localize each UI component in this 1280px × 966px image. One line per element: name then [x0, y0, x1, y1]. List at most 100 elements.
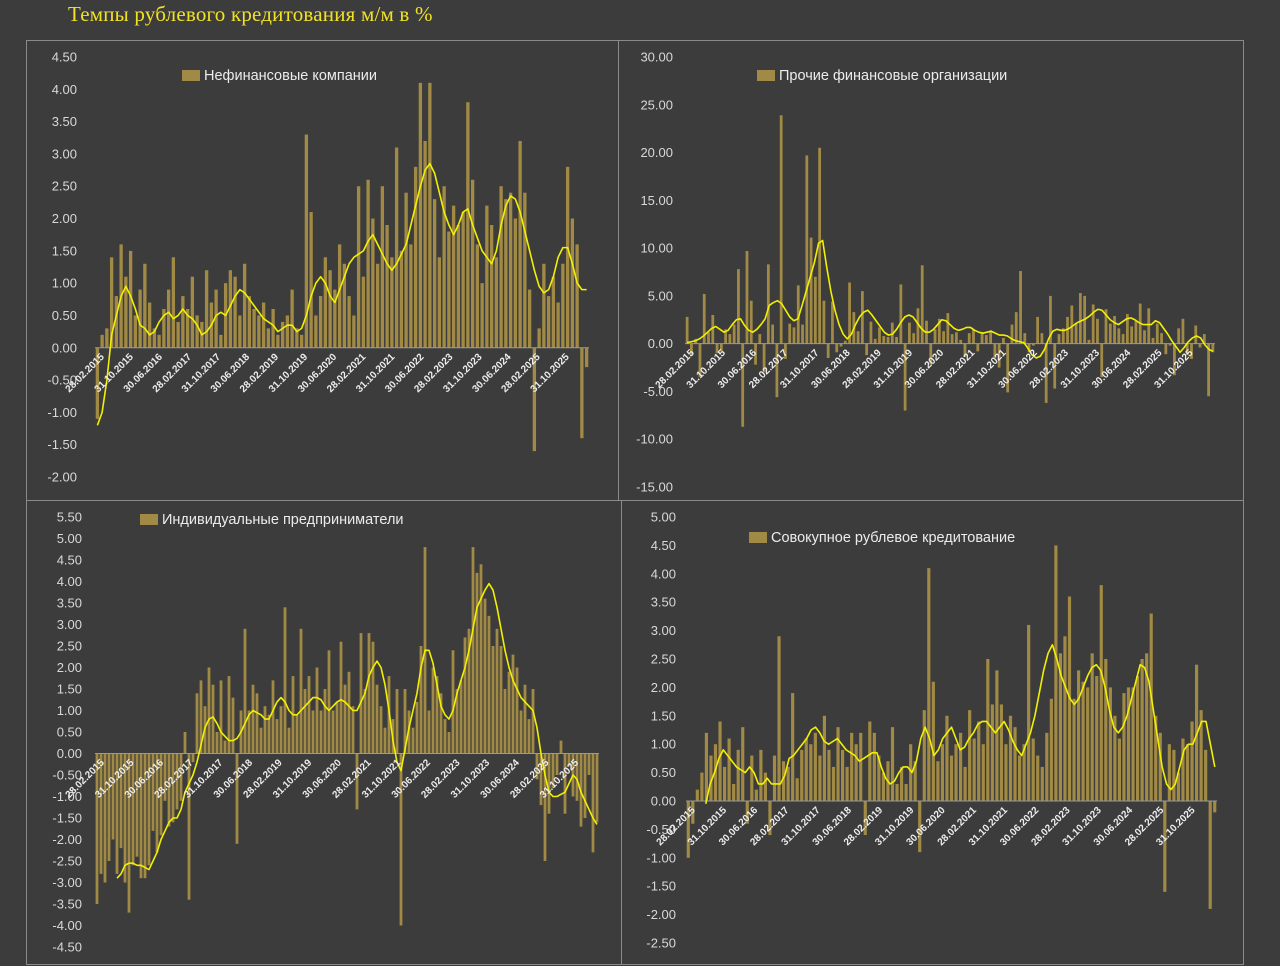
y-tick-label: 2.50: [52, 179, 77, 194]
bar: [877, 755, 881, 801]
legend-swatch: [757, 70, 775, 81]
y-tick-label: 3.50: [52, 114, 77, 129]
bar: [303, 689, 307, 754]
y-tick-label: 4.50: [651, 538, 676, 553]
bar: [895, 336, 898, 344]
bar: [347, 671, 351, 754]
bar: [1099, 585, 1103, 801]
bar: [451, 205, 456, 348]
bar: [185, 309, 190, 348]
bar: [850, 732, 854, 801]
bar: [786, 766, 790, 801]
legend-label: Индивидуальные предприниматели: [162, 512, 404, 528]
bar: [1154, 715, 1158, 801]
y-tick-label: 0.50: [52, 308, 77, 323]
y-tick-label: -5.00: [643, 384, 673, 399]
bar: [105, 328, 109, 348]
bar: [432, 199, 437, 348]
bar: [1202, 334, 1206, 344]
bar: [418, 82, 423, 348]
bar: [451, 650, 455, 754]
bar: [724, 329, 727, 344]
bar: [314, 315, 318, 348]
bar: [1140, 659, 1144, 801]
bar: [722, 766, 727, 801]
bar: [238, 315, 242, 348]
bar: [1149, 613, 1153, 801]
bar: [903, 343, 907, 411]
bar: [1108, 323, 1112, 344]
bar: [1172, 749, 1176, 801]
bar: [327, 650, 331, 754]
bar: [461, 212, 465, 348]
bar: [1072, 698, 1076, 801]
bar: [1023, 333, 1027, 344]
bar: [922, 710, 926, 801]
legend-swatch: [140, 514, 158, 525]
bar: [159, 753, 163, 836]
bar: [685, 316, 689, 344]
legend-label: Нефинансовые компании: [204, 68, 377, 84]
bar: [115, 753, 119, 874]
y-tick-label: 4.00: [52, 82, 77, 97]
bar: [763, 772, 768, 801]
bar: [399, 753, 403, 926]
bar: [152, 328, 157, 348]
y-tick-label: 4.50: [52, 50, 77, 65]
bar: [361, 276, 366, 348]
bar: [227, 676, 231, 754]
bar: [775, 343, 779, 398]
bar: [215, 732, 219, 754]
bar: [323, 689, 327, 754]
bar: [503, 689, 507, 754]
y-tick-label: 5.00: [57, 531, 82, 546]
bar: [1078, 293, 1082, 344]
bar: [772, 755, 777, 801]
y-tick-label: -2.00: [646, 907, 676, 922]
y-tick-label: 4.00: [57, 574, 82, 589]
bar: [375, 263, 380, 348]
bar: [307, 676, 311, 754]
bar: [827, 749, 831, 801]
bar: [1054, 545, 1058, 801]
bar: [124, 276, 128, 348]
bar: [835, 343, 839, 353]
bar: [583, 753, 587, 818]
legend: Индивидуальные предприниматели: [140, 512, 404, 528]
bar: [559, 740, 563, 754]
bar: [127, 753, 131, 913]
bar: [899, 284, 903, 344]
bar: [299, 334, 304, 348]
bar: [404, 192, 408, 348]
bar: [1185, 744, 1190, 801]
bar: [1145, 653, 1149, 801]
bar: [1004, 744, 1008, 801]
bar: [805, 155, 809, 344]
bar: [804, 738, 808, 801]
bar: [981, 744, 985, 801]
bar: [255, 693, 259, 754]
bar: [491, 646, 495, 754]
bar: [395, 689, 399, 754]
bar: [535, 753, 539, 780]
y-tick-label: 0.00: [57, 746, 82, 761]
bar: [163, 753, 167, 801]
bar: [591, 753, 595, 853]
bar: [997, 343, 1001, 368]
bar: [542, 263, 546, 348]
bar: [214, 289, 218, 348]
bar: [791, 693, 795, 801]
bar: [737, 269, 740, 344]
y-tick-label: 5.50: [57, 510, 82, 525]
bar: [702, 293, 706, 344]
bar: [363, 689, 367, 754]
bar: [1013, 727, 1017, 801]
bar: [166, 289, 171, 348]
bar: [1208, 801, 1212, 909]
bar: [343, 684, 347, 754]
bar: [788, 323, 792, 344]
bar: [411, 727, 415, 754]
bar: [890, 727, 895, 801]
bar: [191, 753, 195, 763]
bar: [399, 250, 404, 348]
